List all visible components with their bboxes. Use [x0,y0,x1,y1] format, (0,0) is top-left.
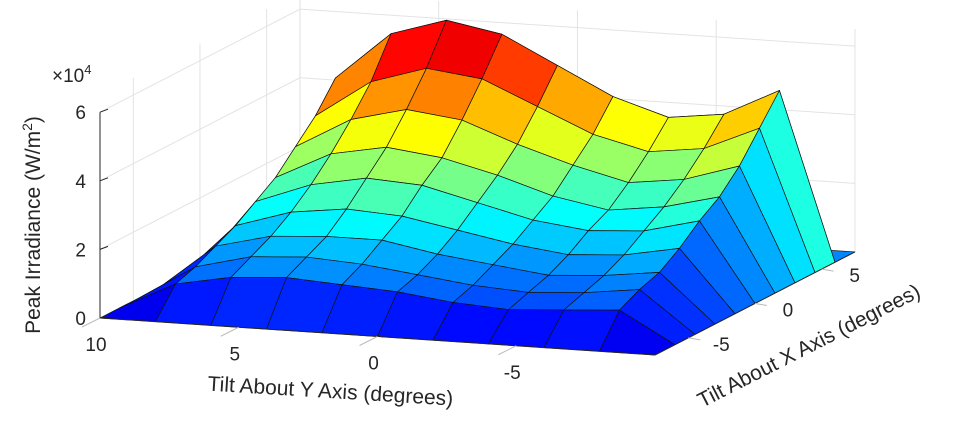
z-tick-label: 4 [75,172,86,193]
x-tick [359,336,378,346]
z-tick [99,314,109,319]
z-tick-label: 6 [75,103,86,124]
y-tick [821,268,834,272]
z-tick-label: 0 [75,309,86,330]
z-tick-label: 2 [75,240,86,261]
y-tick-label: 5 [849,266,860,287]
y-tick [754,302,768,306]
x-tick-label: 10 [85,335,106,356]
z-tick [99,177,109,182]
z-tick [99,245,109,250]
x-tick [220,326,239,337]
x-tick-label: 5 [229,344,240,365]
z-multiplier: ×104 [52,62,91,87]
x-axis-label: Tilt About Y Axis (degrees) [207,373,454,411]
z-axis-label: Peak Irradiance (W/m2) [19,116,45,334]
y-tick-label: -5 [713,335,730,356]
x-tick-label: -5 [504,363,521,384]
y-tick-label: 0 [783,300,794,321]
surface [99,19,856,356]
tick-labels: 0 2 4 6 10 5 0 -5 -5 0 5 [75,103,859,384]
y-tick [688,337,701,341]
grid-line [299,8,855,47]
x-tick [498,345,517,356]
axes [81,108,856,356]
x-tick [81,317,101,328]
z-tick [99,108,109,113]
x-tick-label: 0 [368,354,379,375]
